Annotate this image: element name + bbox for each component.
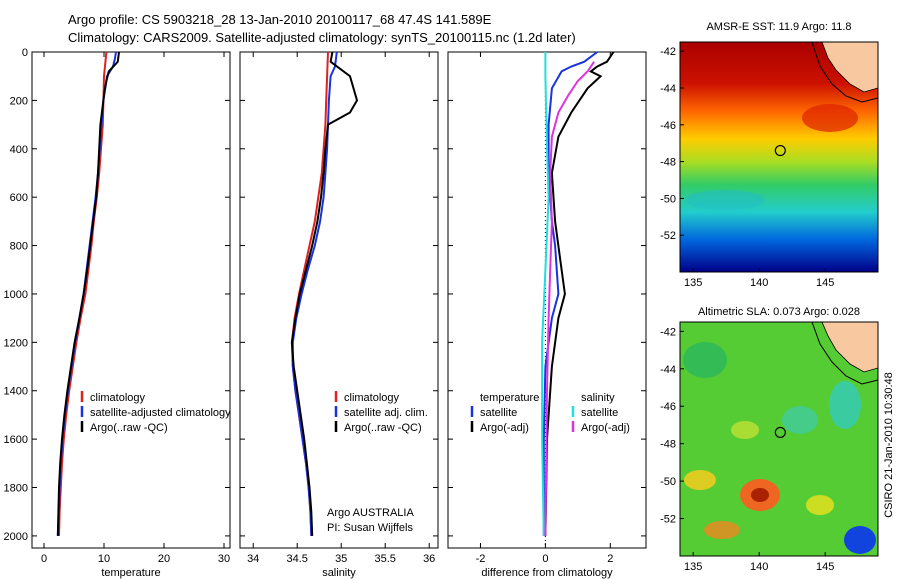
series-line-argo-raw-qc-	[56, 51, 120, 536]
sst-field	[680, 42, 878, 272]
sla-map-frame	[679, 321, 879, 557]
map-y-tick-label: -44	[660, 364, 676, 376]
legend-label: Argo(-adj)	[480, 422, 529, 434]
map-y-tick-label: -42	[660, 326, 676, 338]
map-y-tick-label: -46	[660, 401, 676, 413]
temperature-profile-frame	[31, 51, 231, 549]
sla-land-contour	[811, 322, 878, 385]
map-y-tick-label: -52	[660, 514, 676, 526]
sla-map-title: Altimetric SLA: 0.073 Argo: 0.028	[698, 306, 860, 318]
difference-panel: -2 0 2 difference from climatology temperatu…	[447, 51, 647, 579]
x-tick-label: -2	[476, 553, 486, 565]
y-tick-label: 1800	[4, 483, 28, 495]
series-line-argo-raw-qc-	[290, 51, 359, 536]
y-tick-label: 800	[10, 241, 28, 253]
map-x-tick-label: 145	[816, 277, 834, 289]
sla-patch-9	[731, 421, 759, 439]
sst-land	[821, 42, 878, 93]
x-tick-label: 35	[335, 553, 347, 565]
legend-label: satellite adj. clim.	[344, 407, 428, 419]
x-tick-label: 20	[158, 553, 170, 565]
figure-title-line2: Climatology: CARS2009. Satellite-adjuste…	[68, 30, 576, 45]
legend-label: climatology	[90, 392, 146, 404]
y-tick-label: 400	[10, 144, 28, 156]
map-x-tick-label: 135	[684, 561, 702, 573]
sla-map-panel: Altimetric SLA: 0.073 Argo: 0.028 135 140…	[660, 306, 879, 573]
x-tick-label: 36	[423, 553, 435, 565]
x-axis-label: difference from climatology	[481, 567, 613, 579]
map-x-tick-label: 140	[750, 277, 768, 289]
y-tick-label: 600	[10, 192, 28, 204]
sst-map-panel: AMSR-E SST: 11.9 Argo: 11.8 135 140 145 -42…	[660, 21, 879, 289]
sla-patch-6	[806, 495, 834, 515]
sla-patch-3	[829, 381, 861, 429]
sst-map-axes: 135 140 145 -42 -44 -46 -48 -50 -52	[660, 46, 834, 289]
sla-patch-8	[844, 526, 876, 554]
x-tick-label: 10	[98, 553, 110, 565]
sst-map-frame	[679, 41, 879, 273]
series-line-salinity-satellite	[541, 52, 550, 536]
legend-label: salinity	[581, 392, 615, 404]
map-y-tick-label: -48	[660, 439, 676, 451]
sla-patch-2	[782, 406, 818, 434]
x-axis-label: temperature	[101, 567, 160, 579]
figure-title-line1: Argo profile: CS 5903218_28 13-Jan-2010 …	[68, 12, 492, 27]
map-y-tick-label: -42	[660, 46, 676, 58]
x-tick-label: 34	[247, 553, 259, 565]
legend-label: satellite	[581, 407, 618, 419]
x-tick-label: 0	[41, 553, 47, 565]
y-tick-label: 1200	[4, 337, 28, 349]
x-tick-label: 2	[607, 553, 613, 565]
map-x-tick-label: 140	[750, 561, 768, 573]
legend-label: satellite	[480, 407, 517, 419]
salinity-panel: 34 34.5 35 35.5 36 salinity climatology satelli…	[239, 51, 439, 579]
map-y-tick-label: -50	[660, 193, 676, 205]
x-tick-label: 0	[542, 553, 548, 565]
legend-label: Argo(-adj)	[581, 422, 630, 434]
map-x-tick-label: 145	[816, 561, 834, 573]
salinity-profile-frame	[239, 51, 439, 549]
map-y-tick-label: -46	[660, 120, 676, 132]
legend-label: satellite-adjusted climatology	[90, 407, 231, 419]
argo-position-marker	[774, 426, 786, 439]
y-tick-label: 200	[10, 95, 28, 107]
series-line-salinity-argo-adj-	[544, 61, 595, 536]
x-axis-label: salinity	[322, 567, 356, 579]
sla-patch-4-core	[751, 488, 769, 502]
y-tick-label: 2000	[4, 531, 28, 543]
sla-land	[821, 322, 878, 373]
series-line-temperature-argo-adj-	[544, 51, 615, 536]
map-x-tick-label: 135	[684, 277, 702, 289]
x-tick-label: 35.5	[374, 553, 395, 565]
sst-land-contour	[811, 42, 878, 103]
sla-patch-5	[684, 470, 716, 490]
sla-patch-1	[683, 342, 727, 378]
legend-label: Argo(..raw -QC)	[344, 422, 422, 434]
y-tick-label: 1600	[4, 434, 28, 446]
note-line1: Argo AUSTRALIA	[327, 507, 414, 519]
sla-patch-7	[704, 521, 740, 539]
sla-map-axes: 135 140 145 -42 -44 -46 -48 -50 -52	[660, 326, 834, 573]
note-line2: PI: Susan Wijffels	[327, 522, 413, 534]
x-tick-label: 34.5	[286, 553, 307, 565]
temperature-panel: 0 10 20 30 temperature 0 200 400 600 800 1000 1200 1…	[4, 47, 232, 579]
legend-label: Argo(..raw -QC)	[90, 422, 168, 434]
map-y-tick-label: -52	[660, 230, 676, 242]
sst-cool-patch	[685, 190, 765, 210]
y-tick-label: 0	[22, 47, 28, 59]
sst-map-title: AMSR-E SST: 11.9 Argo: 11.8	[706, 21, 851, 33]
y-tick-label: 1000	[4, 289, 28, 301]
argo-position-marker	[774, 144, 786, 157]
map-y-tick-label: -44	[660, 83, 676, 95]
series-line-satellite-adj-clim-	[291, 51, 338, 536]
credit-timestamp: CSIRO 21-Jan-2010 10:30:48	[883, 372, 895, 518]
map-y-tick-label: -48	[660, 157, 676, 169]
sst-warm-patch	[802, 104, 858, 132]
legend-label: temperature	[480, 392, 539, 404]
x-tick-label: 30	[218, 553, 230, 565]
map-y-tick-label: -50	[660, 476, 676, 488]
y-tick-label: 1400	[4, 386, 28, 398]
legend-label: climatology	[344, 392, 400, 404]
